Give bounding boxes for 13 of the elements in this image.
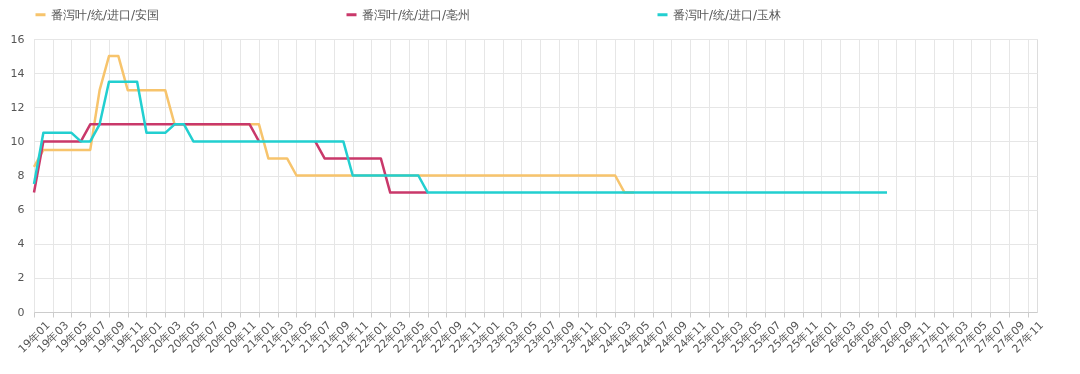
y-tick-label: 0 xyxy=(17,305,25,319)
legend-label: 番泻叶/统/进口/安国 xyxy=(51,7,160,22)
y-tick-label: 16 xyxy=(10,32,25,46)
line-series xyxy=(32,80,889,194)
y-tick-label: 10 xyxy=(10,134,25,148)
y-tick-label: 8 xyxy=(17,169,25,182)
y-tick-label: 2 xyxy=(17,271,25,285)
y-tick-label: 4 xyxy=(17,237,25,251)
y-tick-label: 14 xyxy=(10,66,25,80)
legend-label: 番泻叶/统/进口/玉林 xyxy=(673,7,782,22)
legend-label: 番泻叶/统/进口/亳州 xyxy=(362,7,471,22)
y-tick-label: 6 xyxy=(17,203,25,217)
y-tick-label: 12 xyxy=(10,100,25,114)
